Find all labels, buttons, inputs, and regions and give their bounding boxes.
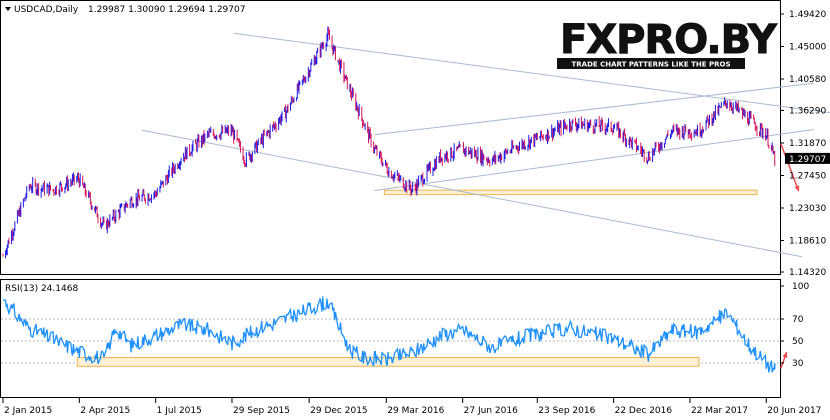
svg-text:1.29707: 1.29707: [789, 155, 826, 165]
price-axis: 1.49420 1.45000 1.40580 1.36290 1.31870 1.274…: [780, 10, 826, 278]
time-tick-label: 29 Dec 2015: [310, 406, 368, 416]
logo-tagline: TRADE CHART PATTERNS LIKE THE PROS: [572, 61, 731, 69]
trendline: [141, 129, 802, 258]
price-tick-label: 1.40580: [789, 75, 826, 85]
price-tick-label: 1.31870: [789, 139, 826, 149]
symbol-label: USDCAD,Daily: [14, 5, 79, 15]
rsi-tick-label: 70: [792, 315, 804, 325]
trendline: [374, 129, 814, 192]
current-price-tag: 1.29707: [785, 152, 830, 165]
rsi-axis: 100 70 50 30: [780, 282, 809, 369]
logo-brand: FXPRO.BY: [560, 17, 778, 63]
price-tick-label: 1.14320: [789, 268, 826, 278]
time-tick-label: 29 Sep 2015: [233, 406, 290, 416]
rsi-tick-label: 30: [792, 359, 804, 369]
rsi-header: RSI(13) 24.1468: [5, 284, 78, 294]
arrow-head: [782, 352, 788, 358]
ohlc-values: 1.29987 1.30090 1.29694 1.29707: [88, 5, 245, 15]
time-tick-label: 1 Jul 2015: [157, 406, 202, 416]
price-tick-label: 1.23030: [789, 204, 826, 214]
time-tick-label: 2 Jan 2015: [4, 406, 52, 416]
arrow-head: [794, 185, 800, 192]
time-tick-label: 23 Sep 2016: [538, 406, 595, 416]
logo-tagline-bar: [557, 58, 745, 69]
time-tick-label: 2 Apr 2015: [80, 406, 130, 416]
rsi-line: [2, 296, 776, 373]
price-tick-label: 1.36290: [789, 107, 826, 117]
time-axis: 2 Jan 2015 2 Apr 2015 1 Jul 2015 29 Sep 201…: [2, 398, 821, 416]
time-tick-label: 27 Jun 2016: [464, 406, 518, 416]
time-tick-label: 20 Jun 2017: [767, 406, 821, 416]
support-zone: [383, 189, 758, 196]
dropdown-icon[interactable]: [5, 7, 11, 11]
rsi-panel: [0, 279, 781, 398]
fxpro-logo: FXPRO.BY TRADE CHART PATTERNS LIKE THE P…: [555, 12, 779, 74]
projection-arrows: [780, 143, 800, 369]
time-tick-label: 22 Dec 2016: [615, 406, 673, 416]
time-tick-label: 22 Mar 2017: [691, 406, 748, 416]
projection-arrow: [780, 143, 800, 192]
price-candles: [2, 26, 776, 259]
price-tick-label: 1.27450: [789, 171, 826, 181]
rsi-tick-label: 50: [792, 337, 804, 347]
price-tick-label: 1.49420: [789, 10, 826, 20]
price-header: USDCAD,Daily 1.29987 1.30090 1.29694 1.2…: [5, 5, 245, 15]
time-tick-label: 29 Mar 2016: [387, 406, 444, 416]
rsi-tick-label: 100: [792, 282, 809, 292]
price-tick-label: 1.18610: [789, 236, 826, 246]
price-tick-label: 1.45000: [789, 42, 826, 52]
trendline: [374, 82, 814, 136]
